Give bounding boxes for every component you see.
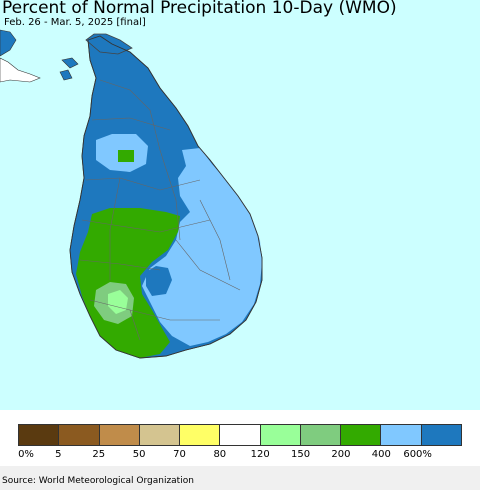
legend-label-10: 600% (403, 449, 432, 460)
legend-swatch-0 (19, 425, 60, 445)
legend-swatch-10 (421, 425, 461, 445)
region-200-400 (76, 208, 180, 358)
legend-bar (18, 424, 462, 446)
legend-swatch-1 (59, 425, 100, 445)
region-600-plus-patch (146, 266, 172, 296)
map-title: Percent of Normal Precipitation 10-Day (… (2, 0, 397, 18)
region-400-600 (142, 148, 262, 346)
region-200-400-spot (118, 150, 134, 162)
legend-label-9: 400 (371, 449, 391, 460)
legend-swatch-4 (180, 425, 221, 445)
india-coast (0, 29, 17, 57)
legend-label-3: 50 (132, 449, 146, 460)
jaffna-peninsula (85, 33, 133, 55)
legend-label-0: 0% (18, 449, 34, 460)
jaffna-islands-2 (59, 69, 73, 81)
legend-label-7: 150 (290, 449, 311, 460)
map-area (0, 0, 480, 410)
legend-label-4: 70 (173, 449, 186, 460)
legend-label-6: 120 (250, 449, 270, 460)
india-coast-2 (0, 57, 41, 83)
legend-swatch-3 (139, 425, 181, 445)
source-credit: Source: World Meteorological Organizatio… (2, 476, 194, 486)
legend-swatch-6 (260, 425, 301, 445)
legend-swatch-2 (99, 425, 140, 445)
sri-lanka-map (0, 29, 263, 359)
legend-swatch-8 (341, 425, 382, 445)
footer (0, 466, 480, 490)
legend-label-1: 5 (55, 449, 62, 460)
legend-label-8: 200 (331, 449, 351, 460)
legend-label-5: 80 (213, 449, 227, 460)
island-outline (69, 35, 263, 359)
jaffna-islands (61, 57, 79, 69)
map-subtitle: Feb. 26 - Mar. 5, 2025 [final] (4, 17, 146, 28)
legend-swatch-5 (220, 425, 261, 445)
legend-swatch-9 (381, 425, 422, 445)
district-boundaries (79, 79, 241, 341)
legend-label-2: 25 (92, 449, 106, 460)
legend-swatch-7 (300, 425, 342, 445)
